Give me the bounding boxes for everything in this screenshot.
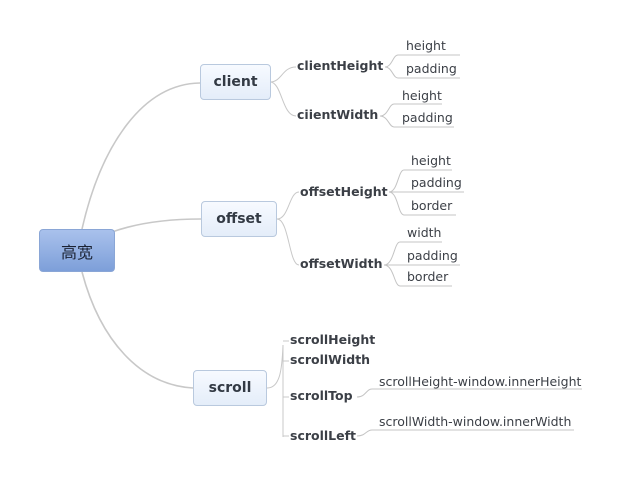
branch-scroll-label: scroll [208,380,252,396]
leaf-offsetHeight-padding[interactable]: padding [411,175,462,190]
leaf-offsetWidth-width[interactable]: width [407,225,442,240]
leaf-clientHeight-padding[interactable]: padding [406,61,457,76]
root-label: 高宽 [60,242,93,262]
node-ciientWidth[interactable]: ciientWidth [297,107,379,122]
leaf-ciientWidth-padding[interactable]: padding [402,110,453,125]
branch-scroll[interactable]: scroll [193,370,267,406]
leaf-clientHeight-height[interactable]: height [406,38,446,53]
edge-offset-offsetWidth [276,218,300,266]
edge-root-client [81,82,201,230]
node-scrollHeight[interactable]: scrollHeight [290,332,376,347]
root-node[interactable]: 高宽 [39,229,115,272]
branch-client[interactable]: client [200,64,271,100]
leaf-scrollTop-formula[interactable]: scrollHeight-window.innerHeight [379,374,582,389]
leaf-offsetHeight-height[interactable]: height [411,153,451,168]
leaf-ciientWidth-height[interactable]: height [402,88,442,103]
leaf-offsetWidth-padding[interactable]: padding [407,248,458,263]
edge-client-clientHeight [269,66,297,83]
node-scrollWidth[interactable]: scrollWidth [290,352,371,367]
branch-offset-label: offset [216,211,262,227]
node-clientHeight[interactable]: clientHeight [297,58,384,73]
node-scrollTop[interactable]: scrollTop [290,388,353,403]
edge-root-offset [111,218,202,233]
node-scrollLeft[interactable]: scrollLeft [290,428,357,443]
leaf-offsetWidth-border[interactable]: border [407,269,449,284]
leaf-scrollLeft-formula[interactable]: scrollWidth-window.innerWidth [379,414,572,429]
edge-client-ciientWidth [269,81,297,117]
branch-client-label: client [213,74,258,90]
edge-offset-offsetHeight [276,191,300,220]
edge-root-scroll [81,271,194,389]
node-offsetWidth[interactable]: offsetWidth [300,256,383,271]
node-offsetHeight[interactable]: offsetHeight [300,184,388,199]
branch-offset[interactable]: offset [201,201,277,237]
leaf-offsetHeight-border[interactable]: border [411,198,453,213]
edge-scroll-children [266,344,284,437]
